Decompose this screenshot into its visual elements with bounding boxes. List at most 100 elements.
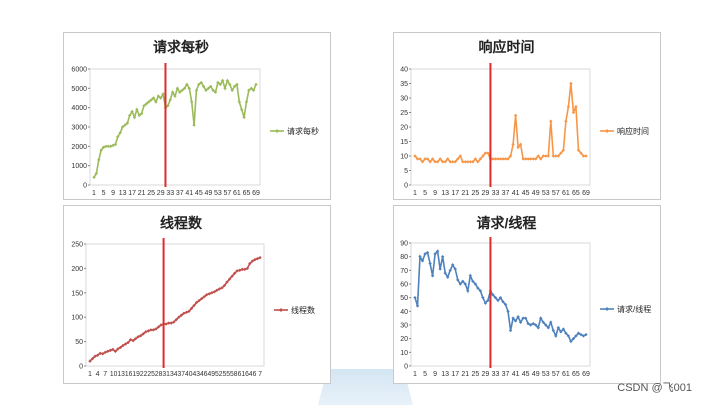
data-point bbox=[473, 282, 478, 286]
y-tick-label: 4000 bbox=[71, 105, 87, 112]
data-point bbox=[579, 151, 583, 155]
data-point bbox=[544, 154, 548, 158]
data-point bbox=[95, 353, 100, 357]
x-tick-label: 17 bbox=[451, 190, 459, 197]
data-point bbox=[192, 123, 196, 127]
x-tick-label: 49 bbox=[532, 190, 540, 197]
data-point bbox=[511, 142, 515, 147]
data-point bbox=[471, 160, 475, 164]
data-point bbox=[106, 144, 110, 149]
y-tick-label: 50 bbox=[75, 339, 83, 346]
y-tick-label: 40 bbox=[400, 309, 408, 316]
data-point bbox=[536, 154, 540, 158]
data-point bbox=[113, 142, 118, 147]
x-tick-label: 7 bbox=[103, 371, 107, 378]
data-point bbox=[544, 323, 548, 327]
data-point bbox=[99, 148, 103, 152]
x-tick-label: 65 bbox=[572, 371, 580, 378]
x-tick-label: 25 bbox=[471, 371, 479, 378]
data-point bbox=[220, 286, 224, 290]
data-point bbox=[238, 268, 242, 273]
y-tick-label: 1000 bbox=[71, 163, 87, 170]
data-point bbox=[496, 157, 500, 161]
data-point bbox=[230, 274, 234, 278]
data-point bbox=[211, 88, 215, 92]
data-point bbox=[199, 80, 203, 85]
data-point bbox=[413, 154, 417, 158]
x-tick-label: 41 bbox=[185, 190, 193, 197]
x-tick-label: 45 bbox=[195, 190, 203, 197]
data-point bbox=[235, 269, 239, 273]
data-point bbox=[541, 154, 545, 158]
data-point bbox=[142, 104, 146, 108]
data-point bbox=[199, 296, 204, 301]
data-point bbox=[425, 250, 430, 255]
data-point bbox=[144, 102, 149, 106]
plot-area bbox=[410, 68, 591, 186]
x-tick-label: 9 bbox=[433, 371, 437, 378]
y-tick-label: 2000 bbox=[71, 144, 87, 151]
x-tick-label: 29 bbox=[482, 371, 490, 378]
chart-panel-thread-count: 线程数 0 50 100 150 200 250 1 4 7 1013161922252831343… bbox=[63, 205, 331, 384]
data-point bbox=[503, 302, 508, 307]
data-point bbox=[491, 157, 495, 161]
x-tick-label: 33 bbox=[492, 190, 500, 197]
data-point bbox=[213, 90, 218, 94]
x-tick-label: 17 bbox=[128, 190, 136, 197]
data-point bbox=[182, 86, 187, 91]
y-tick-label: 250 bbox=[71, 242, 83, 249]
data-point bbox=[453, 160, 457, 164]
data-point bbox=[496, 298, 500, 303]
data-point bbox=[222, 283, 227, 288]
x-tick-label: 65 bbox=[243, 190, 251, 197]
x-tick-label: 4 bbox=[96, 371, 100, 378]
x-tick-label: 33 bbox=[166, 190, 174, 197]
data-point bbox=[564, 331, 568, 335]
chart-panel-requests-per-second: 请求每秒 0 1000 2000 3000 4000 5000 6000 1 5 9 13 17 21 25… bbox=[63, 32, 331, 200]
data-point bbox=[440, 254, 445, 259]
y-tick-label: 5000 bbox=[71, 86, 87, 93]
data-point bbox=[204, 88, 208, 92]
data-point bbox=[486, 298, 490, 303]
x-tick-label: 61 bbox=[233, 190, 241, 197]
data-point bbox=[415, 304, 420, 308]
data-point bbox=[440, 160, 445, 164]
chart-panel-requests-per-thread: 请求/线程 0 10 20 30 40 50 60 70 80 90 1 5 9 13 17 21 25 29 33 3… bbox=[393, 205, 661, 384]
data-point bbox=[481, 154, 485, 158]
data-point bbox=[104, 144, 108, 149]
data-point bbox=[175, 86, 180, 91]
data-point bbox=[564, 119, 568, 123]
y-tick-label: 10 bbox=[400, 154, 408, 161]
data-point bbox=[501, 300, 505, 304]
data-point bbox=[244, 100, 249, 104]
data-point bbox=[473, 157, 478, 161]
data-point bbox=[149, 328, 153, 332]
data-point bbox=[151, 96, 156, 100]
data-point bbox=[90, 356, 95, 361]
x-tick-label: 37 bbox=[502, 190, 510, 197]
data-point bbox=[478, 157, 483, 161]
x-tick-label: 25 bbox=[471, 190, 479, 197]
legend-marker bbox=[275, 129, 279, 133]
data-point bbox=[430, 157, 435, 161]
data-point bbox=[170, 90, 175, 94]
chart-title: 请求每秒 bbox=[153, 39, 209, 55]
y-tick-label: 10 bbox=[400, 350, 408, 357]
x-tick-label: 53 bbox=[214, 190, 222, 197]
x-tick-label: 49 bbox=[532, 371, 540, 378]
y-tick-label: 40 bbox=[400, 67, 408, 74]
data-point bbox=[466, 160, 470, 164]
plot-area bbox=[410, 242, 591, 367]
data-point bbox=[205, 293, 209, 297]
data-point bbox=[251, 88, 256, 92]
data-point bbox=[126, 340, 130, 345]
data-point bbox=[428, 160, 432, 164]
data-point bbox=[197, 298, 201, 303]
data-point bbox=[232, 84, 237, 89]
data-point bbox=[451, 263, 455, 267]
data-point bbox=[566, 105, 571, 109]
data-point bbox=[430, 274, 435, 278]
legend-marker bbox=[605, 307, 609, 311]
data-point bbox=[584, 332, 588, 337]
data-point bbox=[237, 100, 242, 104]
